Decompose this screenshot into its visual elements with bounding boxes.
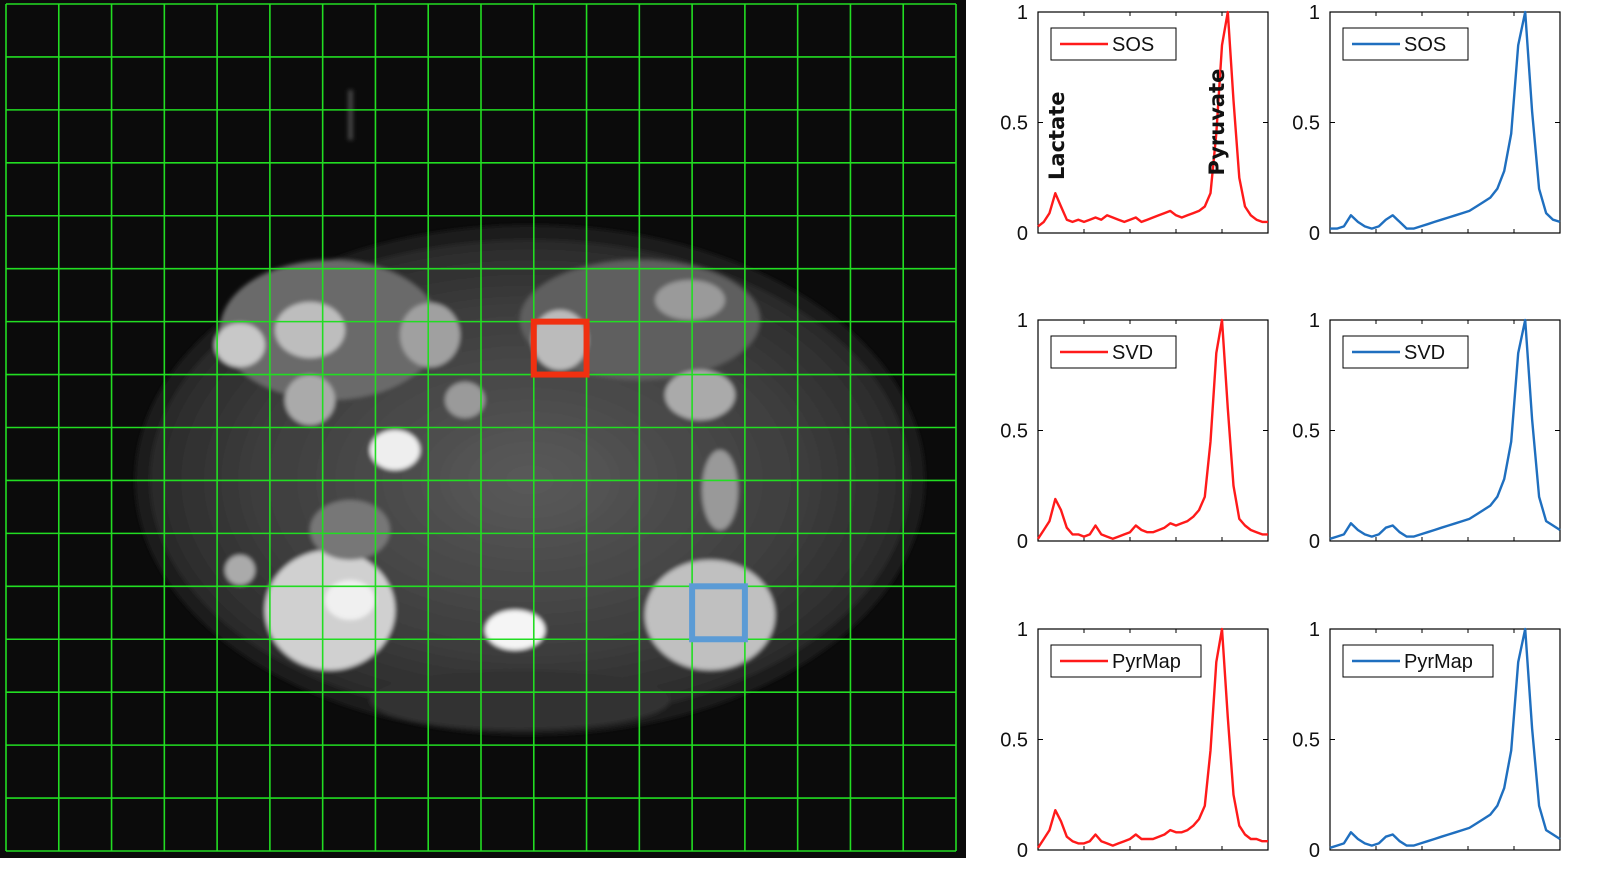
legend-label: SOS: [1112, 34, 1154, 56]
y-tick-label: 0: [1309, 531, 1320, 553]
series-line-sos: [1037, 10, 1268, 228]
y-tick-label: 1: [1017, 619, 1028, 641]
roi-blue-box: [689, 583, 748, 643]
legend: SOS: [1050, 27, 1177, 61]
y-tick-label: 1: [1017, 2, 1028, 24]
series-line-svd: [1036, 318, 1268, 540]
spectrum-plot-pyrmap-blue: 0 0.5 1 PyrMap: [1292, 619, 1561, 862]
spectrum-plot-sos-red: 0 0.5 1 SOS Lactate Pyruvate: [1000, 2, 1269, 245]
y-tick-label: 1: [1309, 619, 1320, 641]
spectrum-plot-svd-blue: 0 0.5 1 SVD: [1292, 310, 1561, 553]
series-line-pyrmap: [1036, 627, 1268, 849]
legend: PyrMap: [1050, 644, 1202, 678]
y-tick-label: 0: [1017, 223, 1028, 245]
spectrum-plot-svd-red: 0 0.5 1 SVD: [1000, 310, 1269, 553]
y-tick-label: 0: [1309, 223, 1320, 245]
y-tick-label: 0.5: [1000, 730, 1028, 752]
legend: SVD: [1050, 335, 1177, 369]
y-tick-label: 1: [1017, 310, 1028, 332]
series-line-svd: [1329, 318, 1561, 540]
legend: PyrMap: [1342, 644, 1494, 678]
y-tick-label: 0.5: [1292, 113, 1320, 135]
peak-label-pyruvate: Pyruvate: [1205, 69, 1229, 176]
mri-image-panel: [0, 0, 966, 858]
y-tick-label: 0: [1017, 840, 1028, 862]
peak-label-lactate: Lactate: [1045, 91, 1069, 180]
y-tick-label: 0: [1309, 840, 1320, 862]
legend: SOS: [1342, 27, 1469, 61]
series-line-sos: [1330, 10, 1561, 230]
y-tick-label: 0.5: [1000, 421, 1028, 443]
y-tick-label: 0: [1017, 531, 1028, 553]
series-line-pyrmap: [1329, 627, 1561, 849]
y-tick-label: 1: [1309, 2, 1320, 24]
legend: SVD: [1342, 335, 1469, 369]
legend-label: PyrMap: [1404, 651, 1473, 673]
y-tick-label: 1: [1309, 310, 1320, 332]
legend-label: PyrMap: [1112, 651, 1181, 673]
spectrum-plot-sos-blue: 0 0.5 1 SOS: [1292, 2, 1561, 245]
y-tick-label: 0.5: [1292, 421, 1320, 443]
spectrum-plot-pyrmap-red: 0 0.5 1 PyrMap: [1000, 619, 1269, 862]
legend-label: SVD: [1404, 342, 1445, 364]
legend-label: SVD: [1112, 342, 1153, 364]
voxel-grid: [5, 3, 957, 852]
roi-red-box: [530, 318, 590, 378]
legend-label: SOS: [1404, 34, 1446, 56]
y-tick-label: 0.5: [1292, 730, 1320, 752]
y-tick-label: 0.5: [1000, 113, 1028, 135]
